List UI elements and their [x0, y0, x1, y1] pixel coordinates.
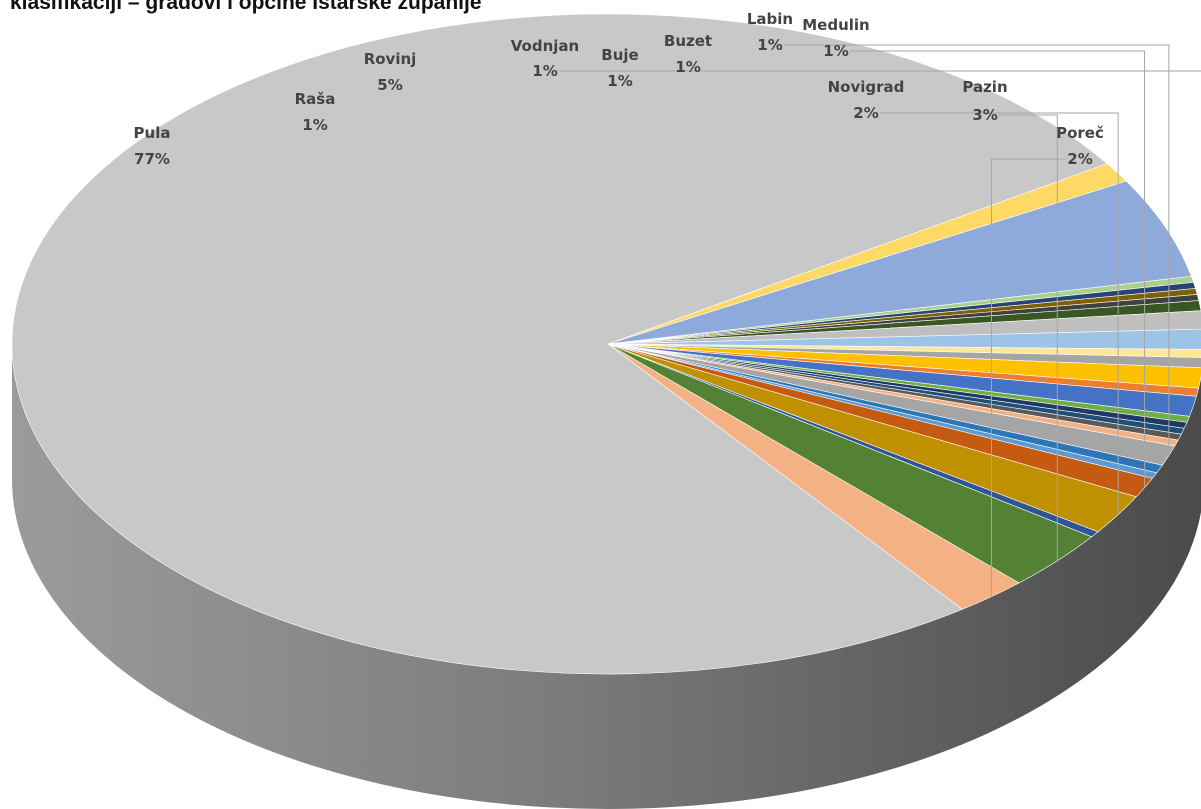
label-name-labin: Labin: [747, 10, 793, 28]
label-name-raša: Raša: [295, 90, 336, 108]
leader-line-pazin: [999, 114, 1058, 561]
pie-labels: Pula 77% Raša 1% Rovinj 5% Vodnjan 1% Buje 1% Buze…: [134, 10, 1104, 168]
label-name-pazin: Pazin: [962, 78, 1007, 96]
label-pct-buzet: 1%: [675, 58, 700, 76]
label-name-rovinj: Rovinj: [364, 50, 417, 68]
label-name-pula: Pula: [134, 124, 171, 142]
chart-title: klasifikaciji – gradovi i općine Istarsk…: [10, 0, 482, 14]
label-pct-rovinj: 5%: [377, 76, 402, 94]
pie-slice-rovinj: [607, 180, 1192, 345]
label-name-vodnjan: Vodnjan: [511, 37, 579, 55]
label-pct-raša: 1%: [302, 116, 327, 134]
label-name-buje: Buje: [601, 46, 638, 64]
pie-slice-pula: [11, 13, 1108, 675]
leader-line-poreč: [991, 158, 1066, 597]
label-name-novigrad: Novigrad: [828, 78, 905, 96]
pie-slices: [11, 13, 1201, 675]
label-pct-labin: 1%: [757, 36, 782, 54]
leader-line-novigrad: [880, 112, 1119, 515]
label-pct-pula: 77%: [134, 150, 170, 168]
leader-line-medulin: [850, 50, 1146, 488]
label-pct-novigrad: 2%: [853, 104, 878, 122]
pie-slice-vodnjan: [607, 328, 1201, 350]
label-pct-poreč: 2%: [1067, 150, 1092, 168]
pie-side-wall: [12, 344, 1201, 809]
leader-line-labin: [784, 44, 1170, 456]
pie-side: [12, 344, 1201, 809]
leader-lines: [559, 44, 1201, 597]
leader-line-vodnjan: [559, 70, 1201, 72]
label-pct-medulin: 1%: [823, 42, 848, 60]
label-pct-vodnjan: 1%: [532, 62, 557, 80]
label-pct-pazin: 3%: [972, 106, 997, 124]
label-pct-buje: 1%: [607, 72, 632, 90]
label-name-poreč: Poreč: [1056, 124, 1104, 142]
label-name-medulin: Medulin: [802, 16, 869, 34]
label-name-buzet: Buzet: [664, 32, 712, 50]
